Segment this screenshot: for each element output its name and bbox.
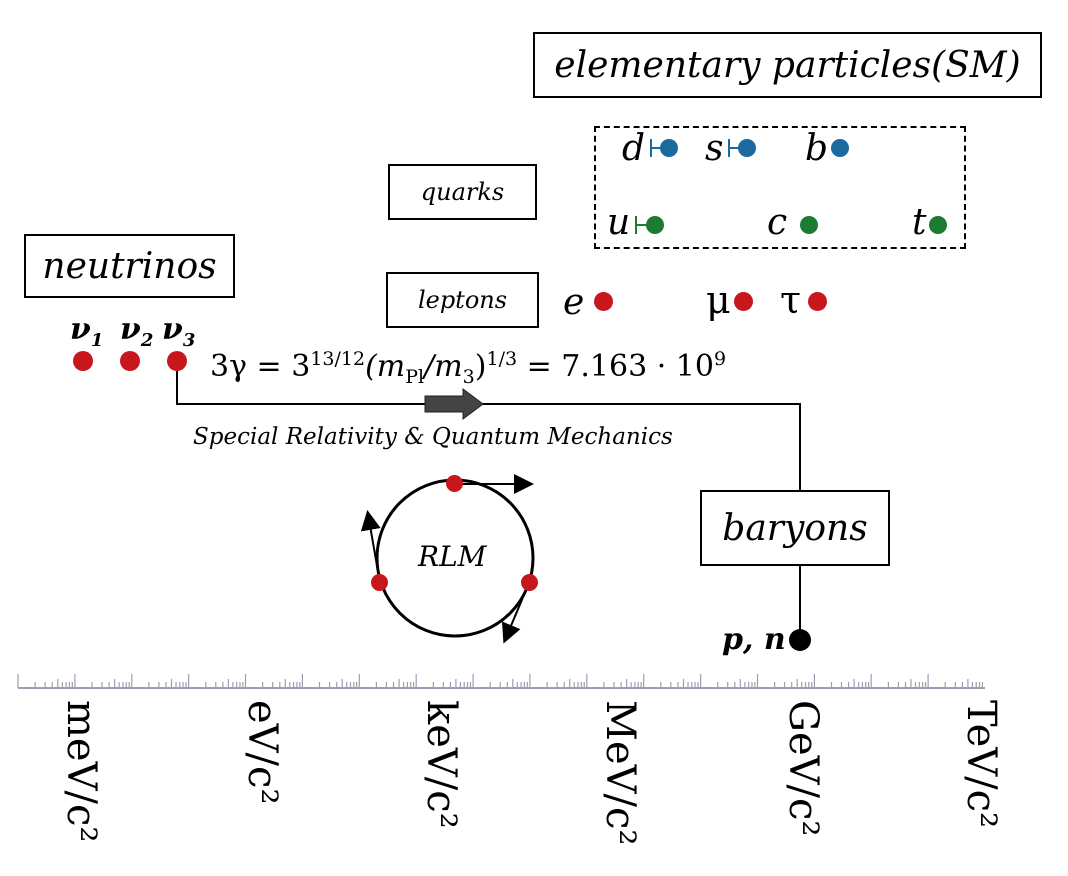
quark-u-dot [646,216,664,234]
direction-arrow [424,388,484,420]
neutrinos-box: neutrinos [24,234,235,298]
sm-title-main: elementary particles [554,44,932,86]
axis-unit-mev: MeV/c² [597,700,643,846]
rlm-arrow-left [360,510,381,584]
lepton-tau-label: τ [780,278,802,322]
gamma-equation: 3γ = 313/12(mPl/m3)1/3 = 7.163 · 109 [210,348,727,388]
sm-title-suffix: (SM) [931,44,1021,86]
nu3-dot [167,351,187,371]
quark-d-label: d [622,128,646,169]
neutrinos-label: neutrinos [42,245,217,287]
rlm-dot-left [371,574,388,591]
baryons-box: baryons [700,490,890,566]
lepton-e-dot [594,292,613,311]
leptons-box: leptons [386,272,539,328]
quark-d-dot [660,139,678,157]
axis-unit-ev: eV/c² [239,700,285,805]
quark-u-errorbar [635,216,648,234]
quarks-box: quarks [388,164,537,220]
rlm-dot-top [446,475,463,492]
axis-unit-gev: GeV/c² [780,700,826,837]
quark-s-errorbar [728,139,740,157]
nu2-dot [120,351,140,371]
lepton-mu-label: μ [706,278,731,322]
quark-c-dot [800,216,818,234]
mass-scale-ruler [17,674,985,689]
quark-b-dot [831,139,849,157]
nu1-label: ν1 [70,312,104,351]
axis-unit-tev: TeV/c² [958,700,1004,829]
nu3-to-baryons-line [176,361,801,492]
quarks-label: quarks [420,178,505,206]
axis-unit-kev: keV/c² [418,700,464,829]
lepton-tau-dot [808,292,827,311]
pn-label: p, n [722,622,786,657]
lepton-mu-dot [734,292,753,311]
rlm-arrow-right [501,582,530,644]
sr-qm-caption: Special Relativity & Quantum Mechanics [193,424,673,450]
quark-u-label: u [607,202,631,243]
sm-title-box: elementary particles (SM) [533,32,1042,98]
lepton-e-label: e [563,282,585,323]
leptons-label: leptons [417,286,508,314]
quark-c-label: c [767,202,788,243]
nu3-label: ν3 [162,312,196,351]
pn-dot [789,629,811,651]
quark-t-label: t [912,202,927,243]
quark-t-dot [929,216,947,234]
axis-unit-mev-milli: meV/c² [58,700,104,843]
baryons-label: baryons [722,507,868,549]
quark-group-box [594,126,966,249]
quark-b-label: b [805,128,829,169]
quark-d-errorbar [650,139,662,157]
nu2-label: ν2 [120,312,154,351]
rlm-label: RLM [418,540,487,573]
rlm-dot-right [521,574,538,591]
quark-s-dot [738,139,756,157]
nu1-dot [73,351,93,371]
quark-s-label: s [705,128,724,169]
